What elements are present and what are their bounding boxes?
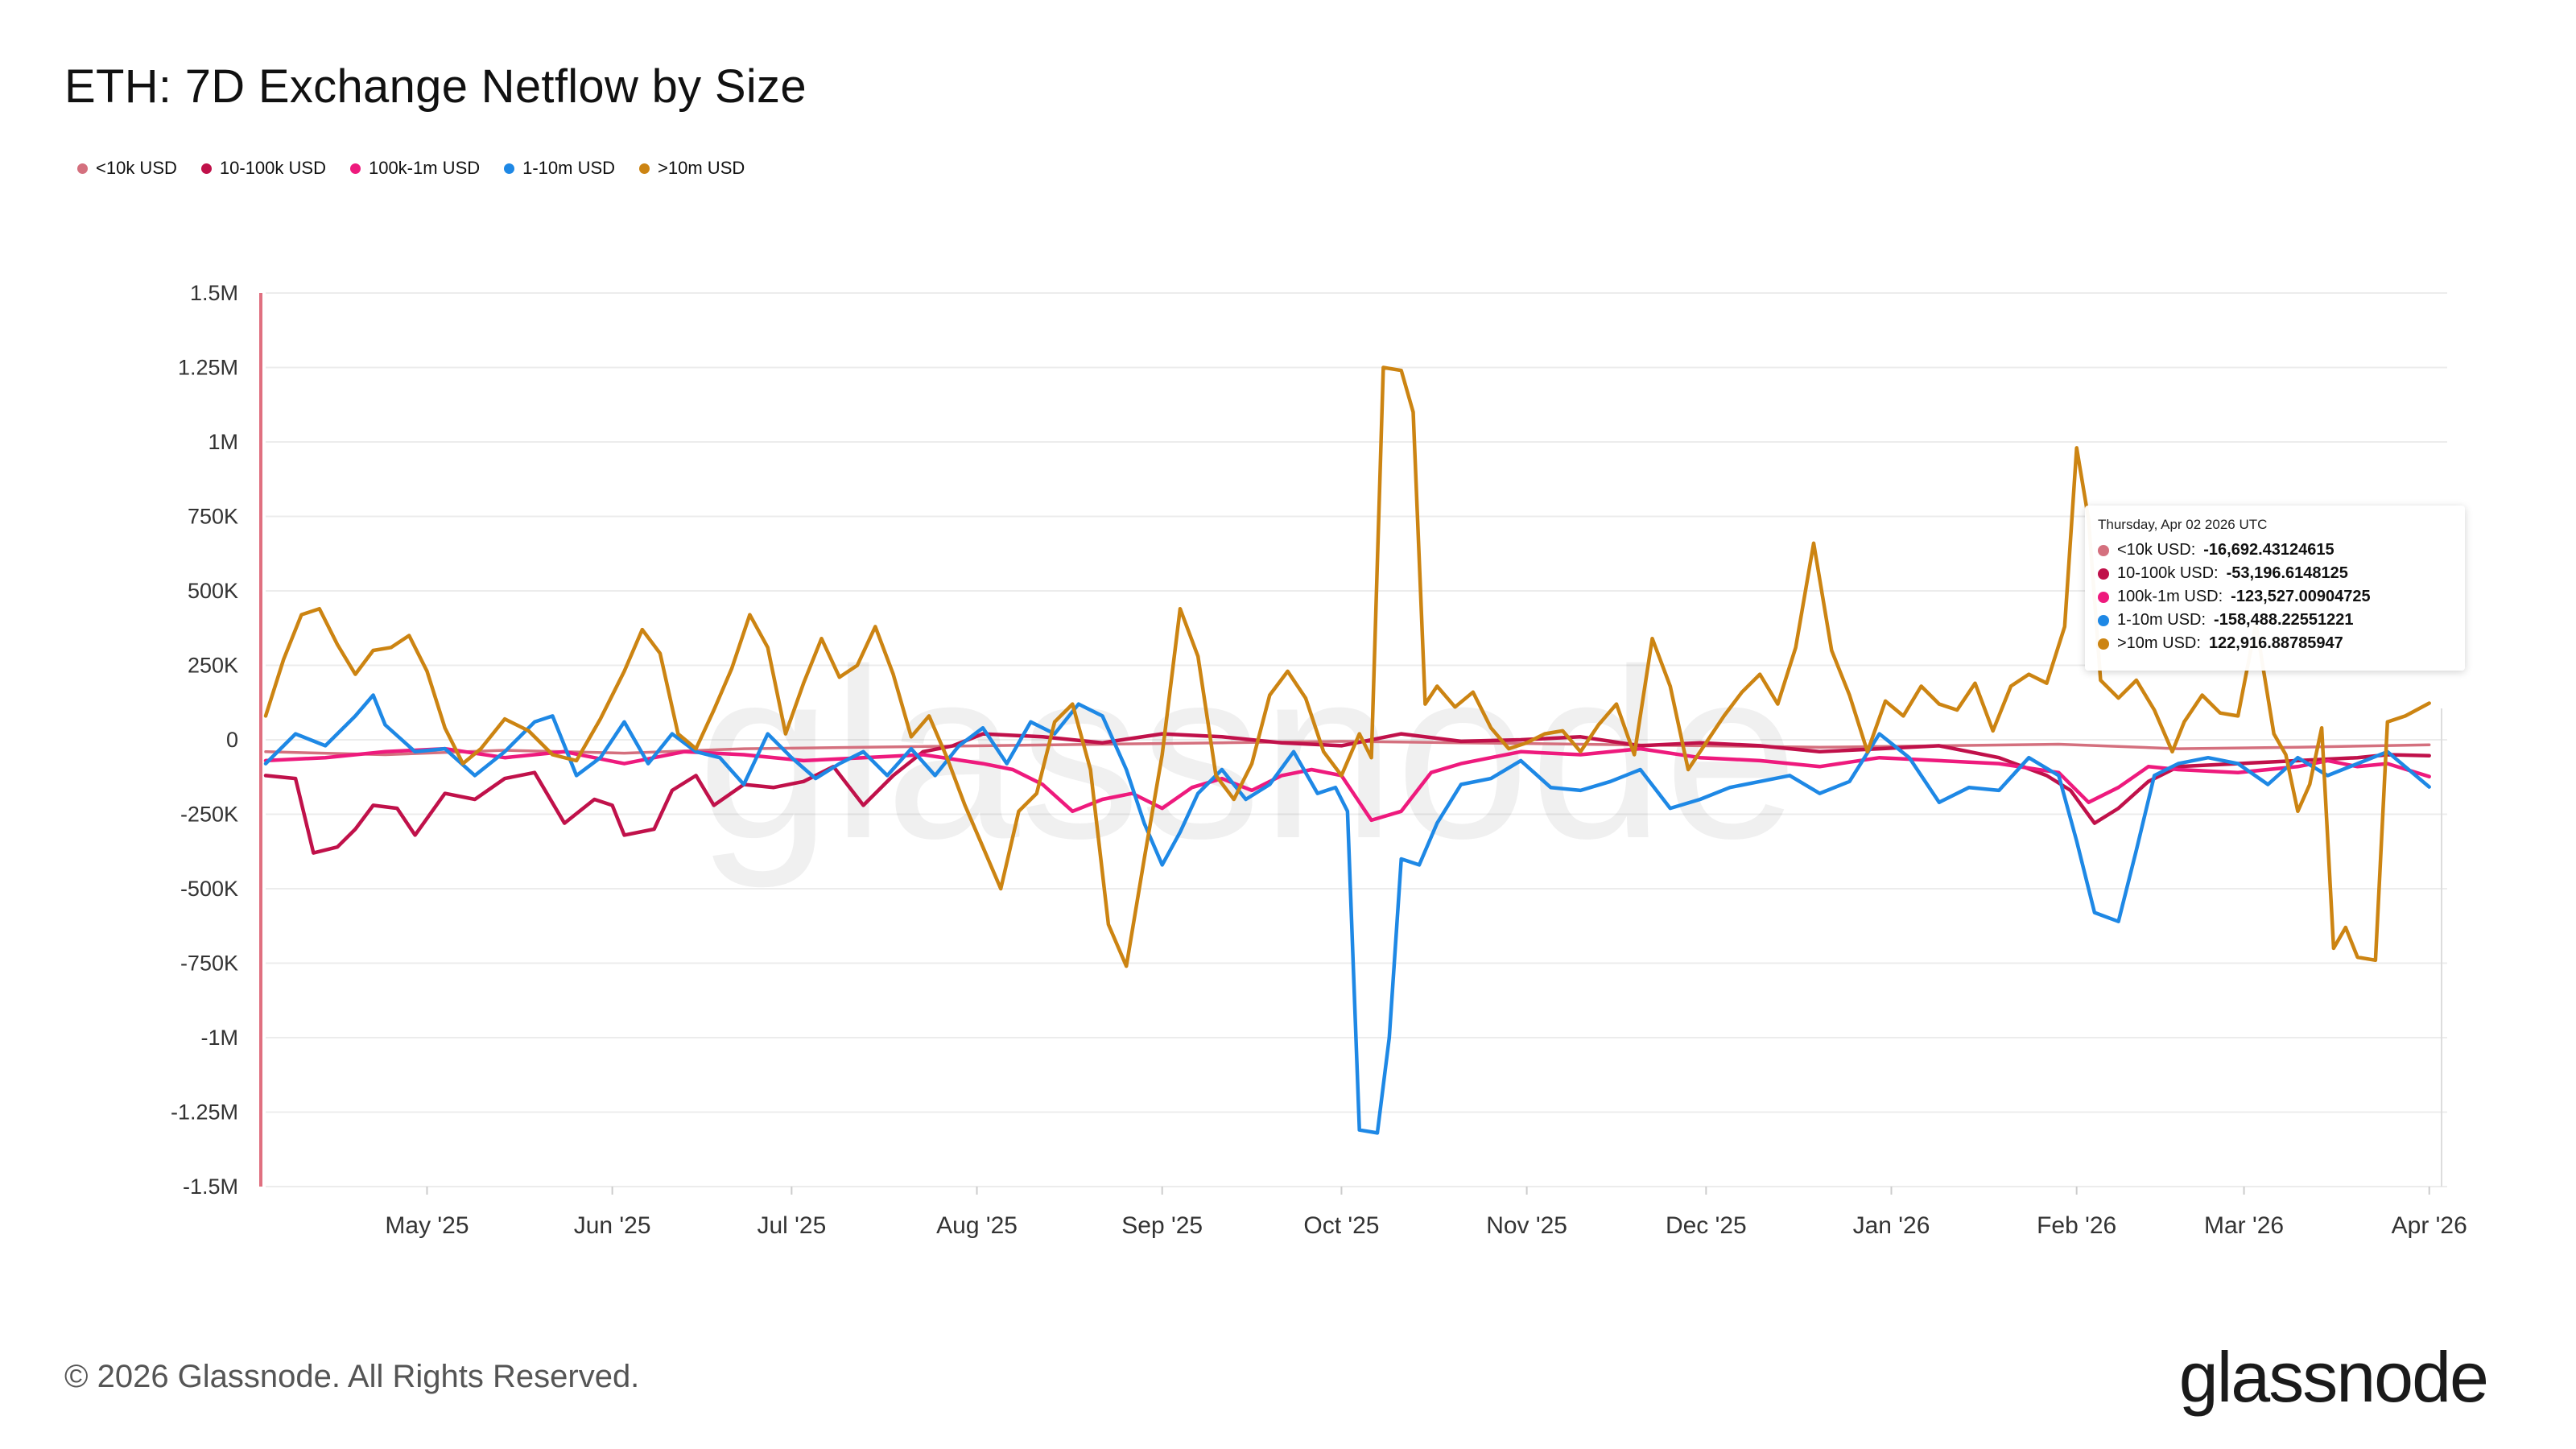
y-tick-label: -1M <box>201 1026 239 1050</box>
x-tick-label: Apr '26 <box>2392 1212 2467 1239</box>
y-axis: 1.5M 1.25M 1M 750K 500K 250K 0 -250K -500K -750K -… <box>171 281 238 1199</box>
legend-item-1-10m[interactable]: 1-10m USD <box>504 158 615 179</box>
tooltip-value: -53,196.6148125 <box>2226 564 2348 582</box>
series-group <box>263 365 2431 1135</box>
legend-dot-icon <box>639 163 650 174</box>
y-tick-label: 1.5M <box>190 281 238 305</box>
brand-logo: glassnode <box>2178 1337 2489 1417</box>
y-tick-label: -250K <box>180 803 238 827</box>
series-line-3[interactable] <box>263 693 2431 1135</box>
hover-tooltip: Thursday, Apr 02 2026 UTC <10k USD: -16,… <box>2085 506 2465 671</box>
legend-item-100k-1m[interactable]: 100k-1m USD <box>349 158 481 179</box>
tooltip-row: 100k-1m USD: -123,527.00904725 <box>2098 588 2452 606</box>
tooltip-row: 1-10m USD: -158,488.22551221 <box>2098 611 2452 630</box>
tooltip-value: 122,916.88785947 <box>2208 634 2343 652</box>
x-tick-label: Dec '25 <box>1666 1212 1747 1239</box>
y-tick-label: 250K <box>188 654 238 678</box>
y-tick-label: 500K <box>188 579 238 603</box>
legend-label: <10k USD <box>96 158 177 178</box>
tooltip-dot-icon <box>2098 568 2109 580</box>
x-axis: May '25 Jun '25 Jul '25 Aug '25 Sep '25 Oct '… <box>385 1187 2467 1239</box>
tooltip-label: 10-100k USD: <box>2117 564 2219 582</box>
x-tick-label: Jun '25 <box>574 1212 651 1239</box>
legend-item-10-100k[interactable]: 10-100k USD <box>200 158 326 179</box>
legend-label: 1-10m USD <box>522 158 616 178</box>
tooltip-row: 10-100k USD: -53,196.6148125 <box>2098 564 2452 583</box>
x-tick-label: Mar '26 <box>2204 1212 2284 1239</box>
x-tick-label: May '25 <box>385 1212 469 1239</box>
x-tick-label: Oct '25 <box>1303 1212 1379 1239</box>
y-tick-label: -750K <box>180 952 238 976</box>
copyright-footer: © 2026 Glassnode. All Rights Reserved. <box>64 1359 640 1394</box>
y-tick-label: -500K <box>180 877 238 901</box>
legend-dot-icon <box>200 163 212 174</box>
watermark: glassnode <box>697 618 1798 890</box>
x-tick-label: Sep '25 <box>1121 1212 1203 1239</box>
x-tick-label: Nov '25 <box>1486 1212 1567 1239</box>
tooltip-dot-icon <box>2098 591 2109 603</box>
tooltip-dot-icon <box>2098 614 2109 626</box>
tooltip-row: >10m USD: 122,916.88785947 <box>2098 634 2452 653</box>
y-tick-label: 0 <box>226 728 238 752</box>
tooltip-row: <10k USD: -16,692.43124615 <box>2098 541 2452 559</box>
y-tick-label: 1.25M <box>178 356 238 380</box>
x-tick-label: Aug '25 <box>936 1212 1018 1239</box>
tooltip-value: -123,527.00904725 <box>2231 588 2371 605</box>
grid-lines <box>266 292 2447 1187</box>
chart-legend: <10k USD 10-100k USD 100k-1m USD 1-10m U… <box>77 158 745 179</box>
y-tick-label: -1.5M <box>183 1174 238 1199</box>
legend-item-over-10m[interactable]: >10m USD <box>639 158 745 179</box>
x-tick-label: Feb '26 <box>2037 1212 2116 1239</box>
x-tick-label: Jan '26 <box>1853 1212 1930 1239</box>
legend-label: >10m USD <box>658 158 745 178</box>
tooltip-label: >10m USD: <box>2117 634 2201 652</box>
legend-label: 10-100k USD <box>219 158 326 178</box>
y-tick-label: -1.25M <box>171 1100 238 1125</box>
tooltip-dot-icon <box>2098 638 2109 650</box>
tooltip-value: -16,692.43124615 <box>2203 541 2334 559</box>
legend-label: 100k-1m USD <box>368 158 481 178</box>
legend-dot-icon <box>504 163 515 174</box>
y-tick-label: 1M <box>208 430 238 454</box>
series-line-4[interactable] <box>263 365 2431 968</box>
y-tick-label: 750K <box>188 505 238 529</box>
tooltip-label: <10k USD: <box>2117 541 2196 559</box>
chart-title: ETH: 7D Exchange Netflow by Size <box>64 60 807 113</box>
legend-dot-icon <box>349 163 361 174</box>
series-line-2[interactable] <box>263 746 2431 823</box>
tooltip-date: Thursday, Apr 02 2026 UTC <box>2098 517 2268 532</box>
tooltip-dot-icon <box>2098 544 2109 556</box>
tooltip-label: 1-10m USD: <box>2117 611 2207 629</box>
tooltip-value: -158,488.22551221 <box>2214 611 2354 629</box>
tooltip-label: 100k-1m USD: <box>2117 588 2223 605</box>
x-tick-label: Jul '25 <box>757 1212 826 1239</box>
legend-item-under-10k[interactable]: <10k USD <box>77 158 177 179</box>
legend-dot-icon <box>77 163 88 174</box>
series-line-0[interactable] <box>264 740 2431 757</box>
